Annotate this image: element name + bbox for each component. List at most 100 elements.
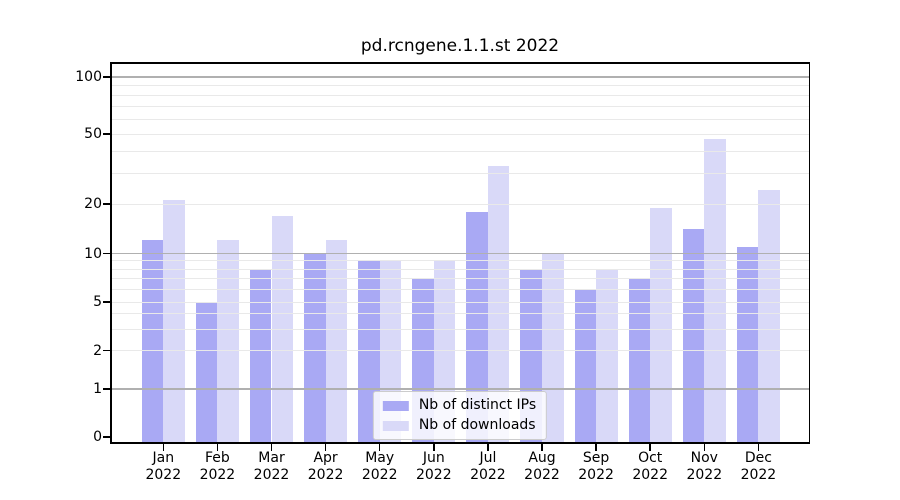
plot-area — [110, 62, 810, 444]
bar-downloads-apr — [325, 240, 348, 444]
legend-label-downloads: Nb of downloads — [418, 417, 536, 433]
y-tick-20 — [103, 203, 110, 205]
x-tick-label-nov: Nov 2022 — [672, 450, 736, 484]
x-tick-nov — [703, 443, 706, 451]
x-tick-label-mar: Mar 2022 — [240, 450, 304, 484]
x-tick-label-month-jan: Jan — [152, 450, 175, 466]
x-tick-label-year-jul: 2022 — [470, 467, 506, 483]
gridline-minor-8 — [110, 268, 810, 270]
x-tick-jun — [433, 443, 435, 451]
x-tick-label-year-mar: 2022 — [253, 467, 290, 483]
x-tick-apr — [324, 443, 327, 451]
x-tick-label-dec: Dec 2022 — [726, 450, 790, 484]
bar-downloads-jul — [487, 165, 510, 444]
x-tick-label-feb: Feb 2022 — [185, 450, 249, 484]
x-tick-jul — [487, 443, 489, 451]
bar-distinct-ips-apr — [304, 253, 326, 444]
x-tick-feb — [216, 443, 219, 451]
y-tick-2 — [103, 349, 110, 352]
gridline-minor-3 — [110, 328, 810, 330]
x-tick-label-year-feb: 2022 — [199, 467, 236, 483]
x-tick-label-month-sep: Sep — [582, 450, 610, 466]
y-tick-0 — [103, 436, 110, 438]
gridline-major-1 — [110, 388, 810, 390]
x-tick-jan — [162, 443, 165, 451]
x-tick-oct — [649, 443, 651, 451]
bar-downloads-aug — [542, 253, 564, 444]
y-tick-label-1: 1 — [93, 381, 102, 397]
x-tick-label-jun: Jun 2022 — [402, 450, 466, 484]
legend-item-distinct-ips: Nb of distinct IPs — [382, 397, 536, 414]
legend: Nb of distinct IPs Nb of downloads — [372, 391, 548, 440]
x-tick-label-month-apr: Apr — [313, 450, 338, 466]
gridline-minor-60 — [110, 118, 810, 120]
bar-downloads-sep — [596, 269, 618, 444]
x-tick-label-year-may: 2022 — [361, 467, 398, 483]
y-tick-label-10: 10 — [84, 245, 102, 262]
y-tick-1 — [103, 388, 110, 390]
bar-downloads-mar — [271, 215, 294, 444]
x-tick-label-sep: Sep 2022 — [564, 450, 628, 484]
bar-distinct-ips-feb — [195, 302, 218, 444]
x-tick-label-month-oct: Oct — [638, 450, 663, 466]
bar-distinct-ips-sep — [574, 289, 597, 444]
x-tick-label-year-dec: 2022 — [740, 467, 777, 483]
gridline-minor-4 — [110, 313, 810, 315]
bar-downloads-oct — [650, 207, 672, 444]
y-tick-label-5: 5 — [93, 294, 102, 310]
gridline-minor-5 — [110, 301, 810, 303]
x-tick-label-year-nov: 2022 — [686, 467, 723, 483]
x-tick-label-year-oct: 2022 — [632, 467, 668, 483]
gridline-minor-20 — [110, 203, 810, 205]
x-tick-label-may: May 2022 — [348, 450, 412, 484]
x-tick-label-month-dec: Dec — [744, 450, 772, 466]
y-tick-label-2: 2 — [93, 342, 102, 359]
spine-left — [110, 62, 112, 444]
x-tick-may — [378, 443, 381, 451]
y-tick-label-0: 0 — [93, 429, 102, 445]
gridline-minor-9 — [110, 260, 810, 262]
x-tick-label-month-aug: Aug — [528, 450, 556, 466]
x-tick-label-jul: Jul 2022 — [456, 450, 520, 484]
y-tick-10 — [103, 252, 110, 255]
gridline-minor-6 — [110, 288, 810, 290]
bar-distinct-ips-nov — [682, 229, 705, 444]
gridline-minor-2 — [110, 350, 810, 351]
gridline-major-10 — [110, 252, 810, 255]
gridline-minor-70 — [110, 105, 810, 107]
spine-bottom — [110, 442, 810, 444]
bar-downloads-nov — [704, 138, 726, 444]
bar-downloads-dec — [758, 190, 780, 444]
y-tick-label-50: 50 — [84, 126, 102, 142]
y-tick-label-20: 20 — [84, 196, 102, 212]
bar-downloads-feb — [217, 240, 239, 444]
x-tick-label-year-apr: 2022 — [307, 467, 344, 483]
y-tick-5 — [103, 301, 110, 303]
bar-distinct-ips-mar — [249, 269, 272, 444]
x-tick-mar — [270, 443, 273, 451]
bar-distinct-ips-oct — [628, 278, 651, 444]
x-tick-label-year-aug: 2022 — [524, 467, 560, 483]
gridline-minor-40 — [110, 150, 810, 152]
x-tick-label-oct: Oct 2022 — [618, 450, 682, 484]
legend-item-downloads: Nb of downloads — [382, 417, 536, 434]
legend-swatch-distinct-ips — [382, 400, 409, 411]
x-tick-label-jan: Jan 2022 — [131, 450, 195, 484]
bar-distinct-ips-dec — [736, 246, 759, 444]
x-tick-label-year-jan: 2022 — [145, 467, 182, 483]
x-tick-label-month-jul: Jul — [479, 450, 497, 466]
spine-right — [808, 62, 810, 444]
bar-distinct-ips-jan — [141, 240, 164, 444]
gridline-minor-50 — [110, 133, 810, 135]
legend-swatch-downloads — [382, 420, 409, 431]
y-tick-label-100: 100 — [75, 69, 102, 85]
x-tick-label-month-mar: Mar — [258, 450, 285, 466]
gridline-minor-90 — [110, 85, 810, 87]
gridline-minor-80 — [110, 94, 810, 96]
gridline-minor-30 — [110, 172, 810, 174]
y-tick-50 — [103, 133, 110, 135]
x-tick-label-month-nov: Nov — [690, 450, 718, 466]
gridline-minor-7 — [110, 277, 810, 279]
x-tick-label-aug: Aug 2022 — [510, 450, 574, 484]
bar-downloads-jan — [163, 200, 185, 444]
